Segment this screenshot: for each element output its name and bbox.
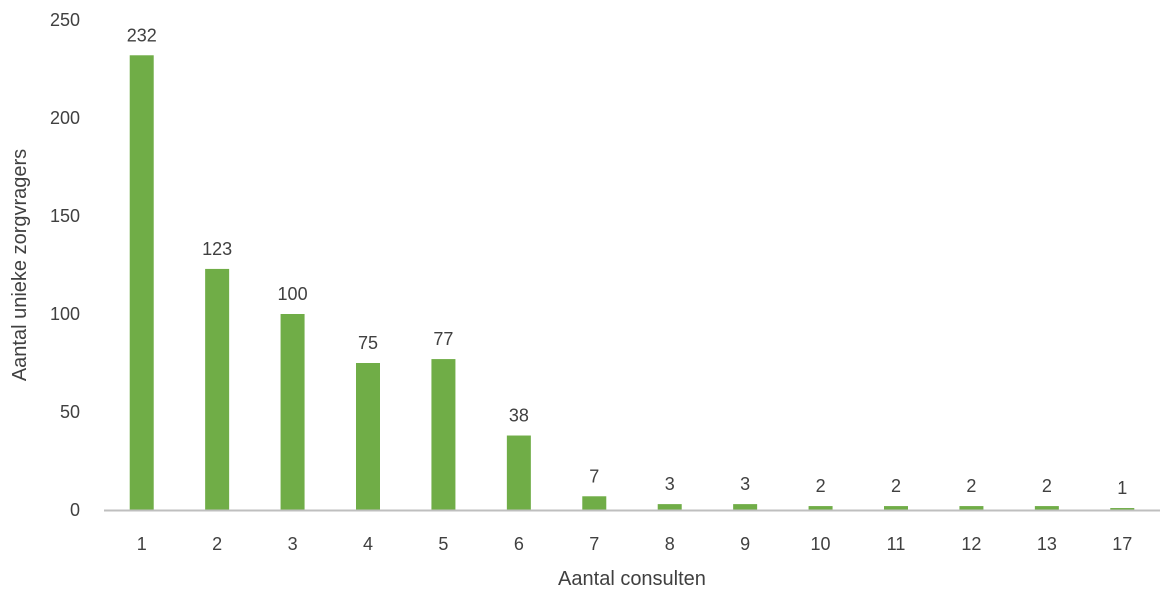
x-tick-label: 2	[212, 534, 222, 554]
x-axis-title: Aantal consulten	[558, 568, 706, 590]
y-tick-label: 200	[50, 108, 80, 128]
x-tick-label: 1	[137, 534, 147, 554]
bars-group	[129, 55, 1135, 510]
x-tick-label: 12	[961, 534, 981, 554]
data-labels-group: 232 123 100 75 77 38 7 3 3 2 2 2 2 1	[127, 25, 1128, 498]
x-tick-label: 4	[363, 534, 373, 554]
data-label: 3	[740, 474, 750, 494]
bar	[356, 363, 380, 510]
x-tick-label: 9	[740, 534, 750, 554]
x-tick-label: 11	[887, 534, 906, 554]
y-tick-label: 250	[50, 10, 80, 30]
bar	[205, 268, 230, 510]
data-label: 1	[1117, 478, 1127, 498]
data-label: 7	[589, 466, 599, 486]
bar	[808, 506, 833, 510]
bar	[884, 506, 908, 510]
bar	[1110, 508, 1135, 510]
y-tick-label: 150	[50, 206, 80, 226]
x-tick-label: 7	[589, 534, 599, 554]
data-label: 77	[433, 329, 453, 349]
x-tick-label: 6	[514, 534, 524, 554]
x-tick-label: 3	[288, 534, 298, 554]
data-label: 232	[127, 25, 157, 45]
data-label: 2	[816, 476, 826, 496]
y-tick-label: 50	[60, 402, 80, 422]
bar	[733, 504, 758, 510]
x-tick-label: 8	[665, 534, 675, 554]
bar	[1034, 506, 1059, 510]
bar	[431, 359, 456, 510]
data-label: 2	[891, 476, 901, 496]
y-axis-title: Aantal unieke zorgvragers	[9, 149, 31, 381]
data-label: 3	[665, 474, 675, 494]
data-label: 123	[202, 239, 232, 259]
data-label: 2	[1042, 476, 1052, 496]
y-axis-ticks: 0 50 100 150 200 250	[50, 10, 80, 520]
bar	[506, 435, 531, 510]
x-tick-label: 13	[1037, 534, 1057, 554]
y-tick-label: 100	[50, 304, 80, 324]
data-label: 75	[358, 333, 378, 353]
x-axis-ticks: 1 2 3 4 5 6 7 8 9 10 11 12 13 17	[137, 534, 1133, 554]
x-tick-label: 10	[811, 534, 831, 554]
y-tick-label: 0	[70, 500, 80, 520]
bar	[129, 55, 154, 510]
bar	[280, 314, 305, 510]
bar	[959, 506, 984, 510]
x-tick-label: 5	[438, 534, 448, 554]
bar	[657, 504, 682, 510]
data-label: 2	[966, 476, 976, 496]
x-tick-label: 17	[1112, 534, 1132, 554]
bar	[582, 496, 607, 510]
data-label: 100	[278, 284, 308, 304]
data-label: 38	[509, 406, 529, 426]
